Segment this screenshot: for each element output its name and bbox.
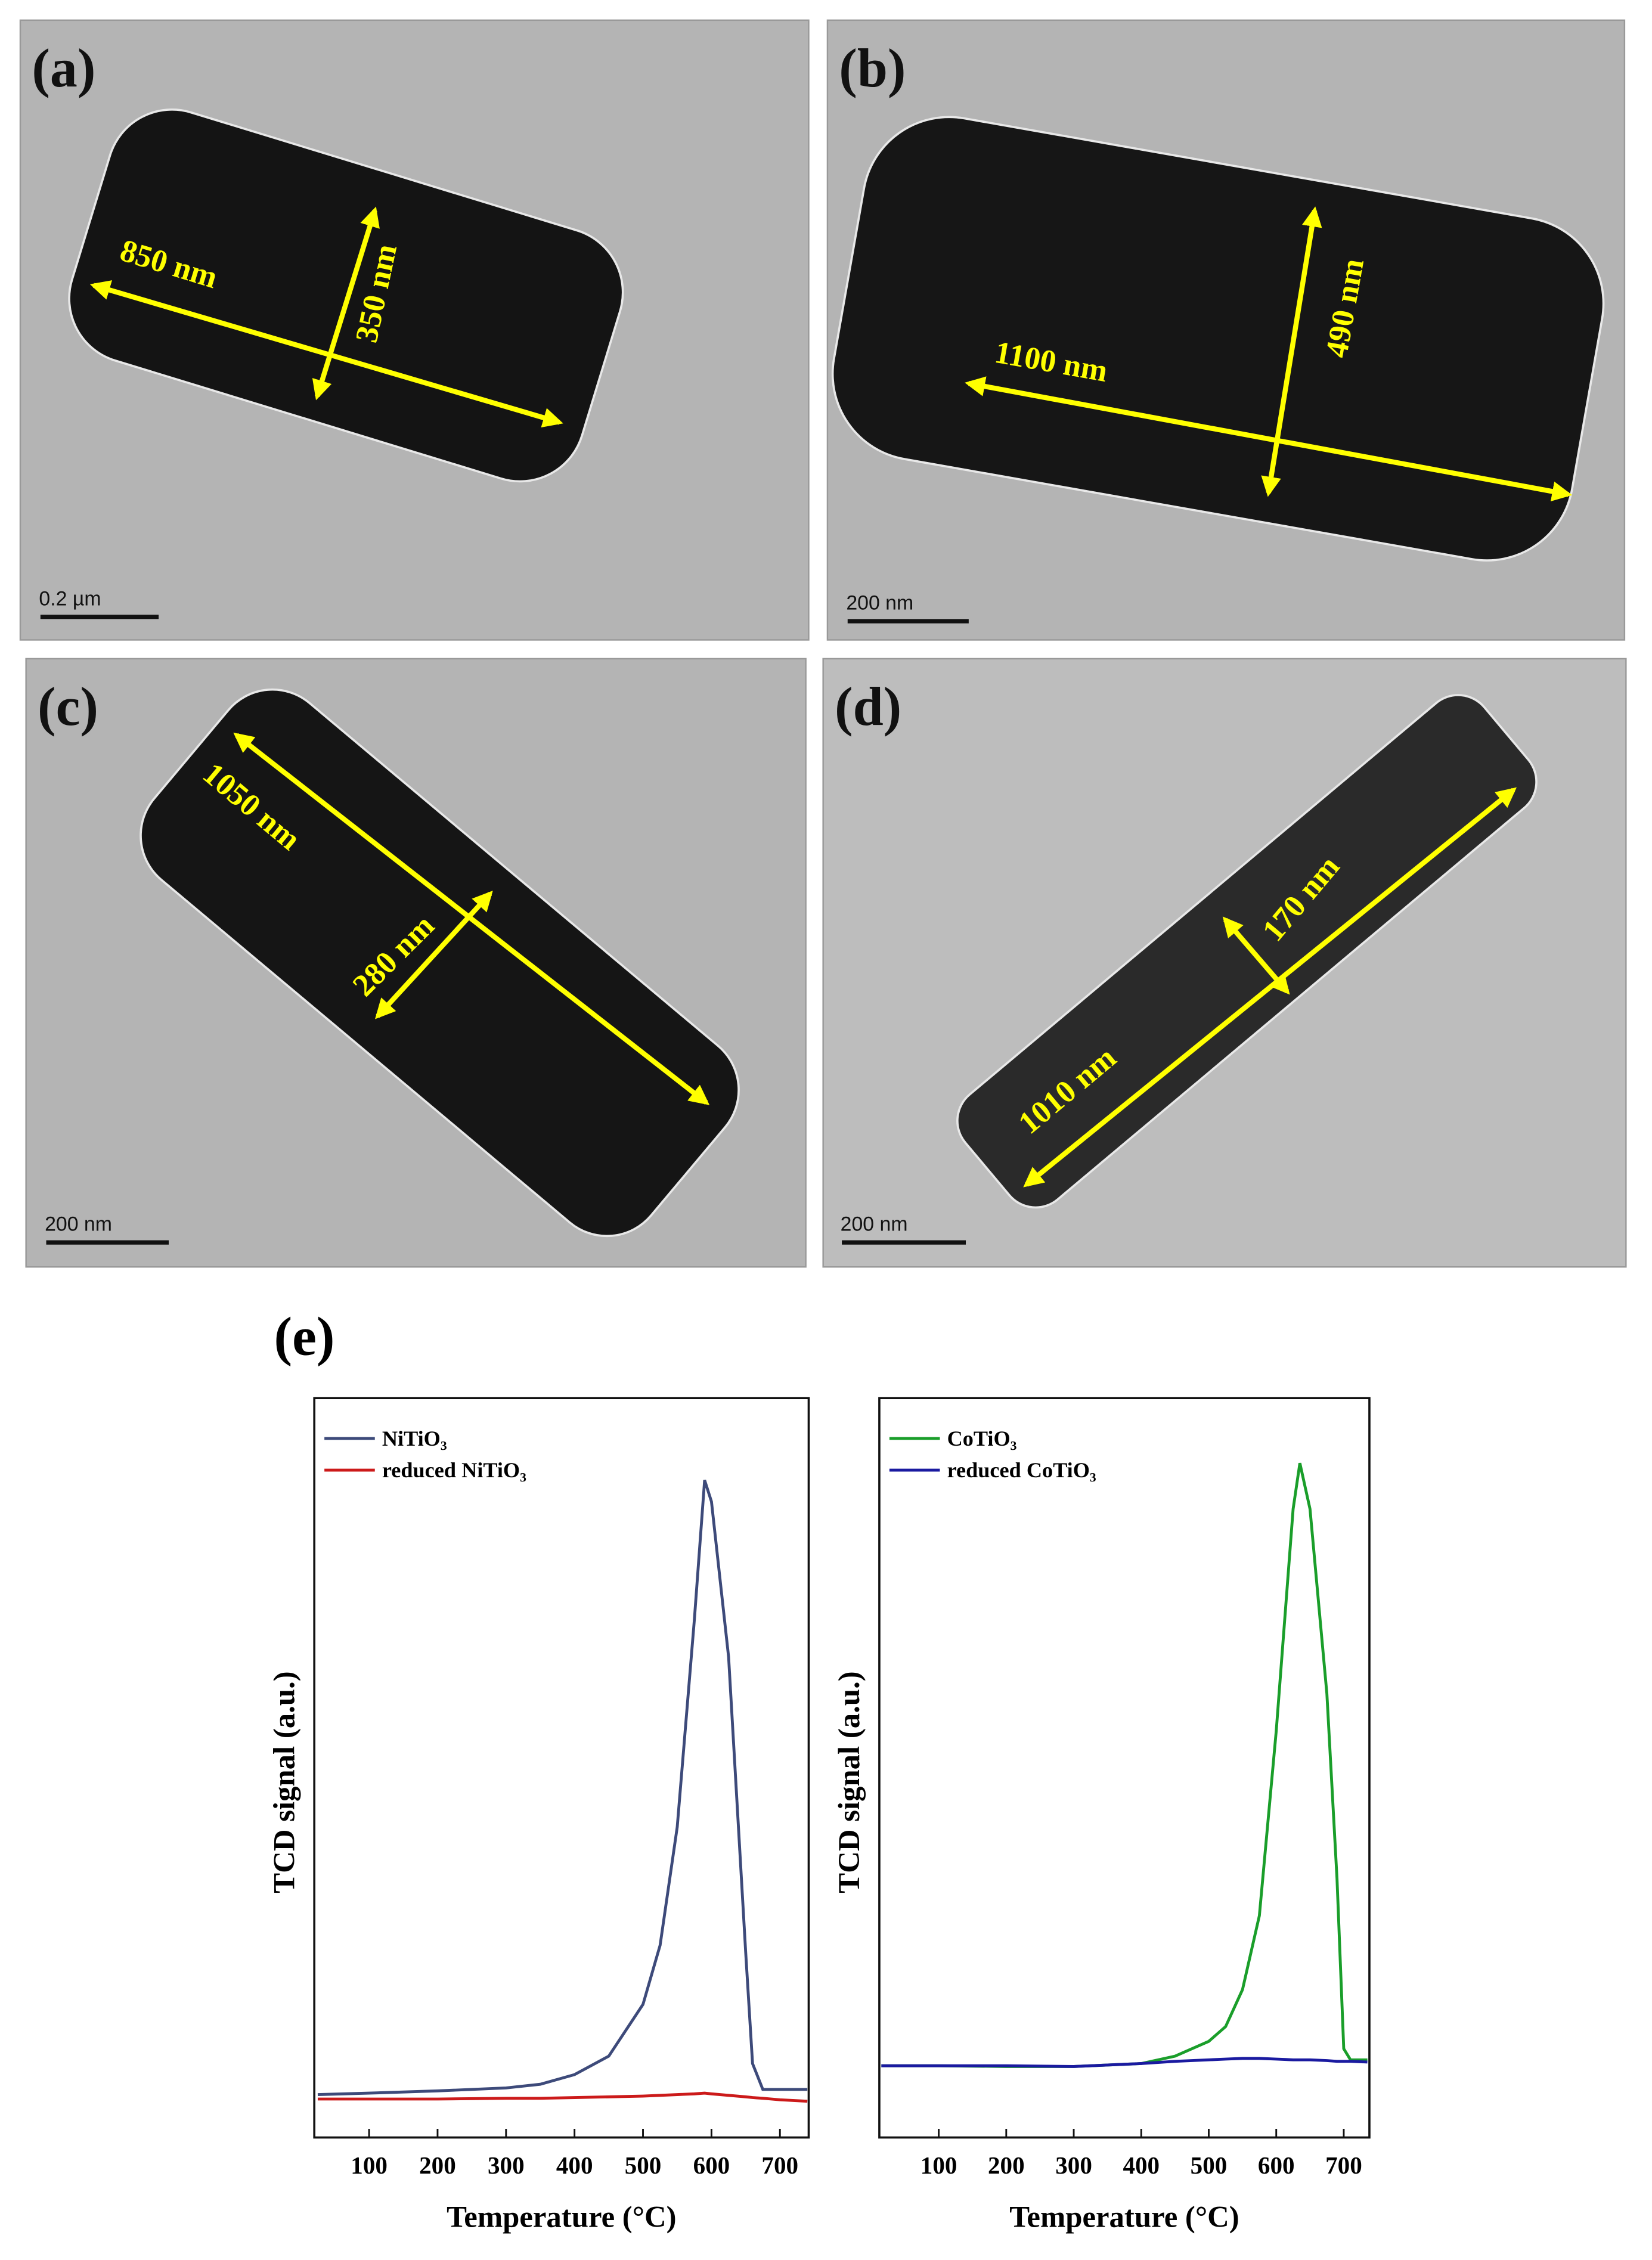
panel-label: (e) bbox=[274, 1306, 335, 1367]
panel-label: (b) bbox=[839, 38, 906, 98]
x-tick-label: 200 bbox=[419, 2152, 456, 2179]
x-tick-label: 200 bbox=[988, 2152, 1025, 2179]
x-axis-label: Temperature (°C) bbox=[1009, 2200, 1239, 2233]
dimension-arrow bbox=[375, 891, 493, 1019]
dimension-arrow bbox=[1222, 916, 1290, 995]
legend-label: CoTiO₃ bbox=[947, 1427, 1017, 1450]
dimension-arrow bbox=[312, 206, 380, 401]
legend-label: reduced NiTiO₃ bbox=[382, 1458, 526, 1482]
x-tick-label: 500 bbox=[1191, 2152, 1228, 2179]
x-tick-label: 300 bbox=[1055, 2152, 1092, 2179]
scale-bar-label: 200 nm bbox=[45, 1213, 112, 1236]
x-tick-label: 600 bbox=[693, 2152, 730, 2179]
scale-bar-label: 200 nm bbox=[846, 592, 913, 615]
x-tick-label: 100 bbox=[920, 2152, 957, 2179]
series-line bbox=[317, 1480, 808, 2096]
x-tick-label: 400 bbox=[556, 2152, 593, 2179]
scale-bar-label: 0.2 µm bbox=[39, 587, 101, 610]
scale-bar-label: 200 nm bbox=[841, 1213, 908, 1236]
x-tick-label: 400 bbox=[1123, 2152, 1160, 2179]
legend-label: NiTiO₃ bbox=[382, 1427, 447, 1450]
x-axis-label: Temperature (°C) bbox=[447, 2200, 676, 2233]
x-tick-label: 700 bbox=[1325, 2152, 1362, 2179]
y-axis-label: TCD signal (a.u.) bbox=[832, 1671, 866, 1893]
plot-frame bbox=[313, 1397, 810, 2139]
dimension-arrow bbox=[1261, 206, 1322, 497]
panel-label: (d) bbox=[835, 676, 901, 737]
x-tick-label: 600 bbox=[1258, 2152, 1295, 2179]
legend-label: reduced CoTiO₃ bbox=[947, 1458, 1096, 1482]
x-tick-label: 300 bbox=[488, 2152, 525, 2179]
panel-label: (c) bbox=[38, 676, 98, 737]
plot-frame bbox=[878, 1397, 1371, 2139]
x-tick-label: 500 bbox=[625, 2152, 662, 2179]
panel-label: (a) bbox=[32, 38, 95, 98]
x-tick-label: 700 bbox=[761, 2152, 798, 2179]
y-axis-label: TCD signal (a.u.) bbox=[267, 1671, 300, 1893]
series-line bbox=[317, 2091, 808, 2103]
x-tick-label: 100 bbox=[351, 2152, 388, 2179]
series-line bbox=[881, 2057, 1368, 2068]
